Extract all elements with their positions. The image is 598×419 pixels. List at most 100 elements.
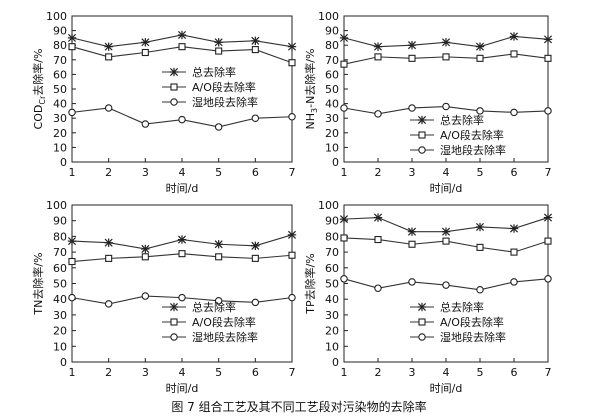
figure-caption: 图 7 组合工艺及其不同工艺段对污染物的去除率: [171, 400, 427, 414]
y-tick-label: 60: [325, 68, 339, 81]
y-axis-title-main: TP去除率/%: [303, 253, 317, 315]
legend-marker-2: [418, 131, 426, 139]
data-point-series-3: [214, 123, 223, 131]
y-tick-label: 30: [53, 112, 67, 125]
x-tick-label: 3: [142, 166, 149, 179]
legend-label-3: 湿地段去除率: [440, 330, 506, 344]
legend-label-3: 湿地段去除率: [192, 95, 258, 109]
data-point-series-1: [177, 235, 187, 244]
data-point-series-2: [215, 47, 223, 55]
legend-label-2: A/O段去除率: [440, 128, 504, 142]
y-axis-title: TN去除率/%: [31, 252, 45, 315]
y-tick-label: 50: [325, 83, 339, 96]
legend-marker-3: [418, 333, 426, 341]
y-tick-label: 70: [53, 246, 67, 259]
data-point-series-1: [373, 213, 383, 222]
x-tick-label: 1: [69, 366, 76, 379]
data-point-series-1: [214, 38, 223, 47]
y-tick-label: 10: [325, 141, 339, 154]
data-point-series-1: [441, 38, 451, 47]
data-point-series-3: [476, 107, 484, 115]
data-point-series-1: [339, 33, 349, 43]
data-point-series-2: [215, 253, 223, 261]
data-point-series-3: [141, 120, 150, 128]
data-point-series-1: [67, 236, 77, 246]
y-tick-label: 20: [325, 127, 339, 140]
data-point-series-3: [214, 297, 223, 305]
y-tick-label: 10: [325, 340, 339, 353]
chart-panel-4: 0 10 20 30 40 50 60 70 80 90 100 1 2 3 4 5 6 7 时间/d TP去除率/%…: [303, 199, 553, 395]
x-tick-label: 7: [545, 166, 552, 179]
data-point-series-3: [374, 110, 382, 118]
data-point-series-2: [68, 257, 76, 266]
y-tick-label: 90: [53, 25, 67, 38]
data-point-series-1: [475, 222, 485, 232]
data-point-series-3: [374, 284, 382, 292]
x-axis-title: 时间/d: [166, 182, 199, 195]
y-tick-label: 0: [60, 356, 67, 369]
y-tick-label: 40: [325, 98, 339, 111]
data-point-series-1: [214, 240, 223, 249]
data-point-series-3: [340, 275, 348, 283]
y-tick-label: 60: [53, 262, 67, 275]
x-tick-label: 5: [477, 166, 484, 179]
y-tick-label: 20: [53, 127, 67, 140]
data-point-series-2: [340, 60, 348, 68]
y-tick-label: 30: [325, 309, 339, 322]
x-tick-label: 6: [252, 366, 259, 379]
data-point-series-2: [442, 53, 450, 61]
x-tick-label: 5: [477, 366, 484, 379]
data-point-series-1: [509, 224, 519, 233]
legend-label-1: 总去除率: [192, 300, 236, 314]
legend-marker-1: [169, 302, 179, 312]
x-tick-label: 5: [215, 366, 222, 379]
data-point-series-1: [509, 32, 519, 41]
legend-label-3: 湿地段去除率: [192, 330, 258, 344]
y-tick-label: 40: [53, 293, 67, 306]
y-tick-label: 50: [325, 278, 339, 291]
y-axis-title-main: COD: [32, 105, 45, 130]
data-point-series-1: [475, 42, 485, 51]
y-tick-label: 80: [325, 230, 339, 243]
legend-label-1: 总去除率: [440, 300, 484, 314]
data-point-series-3: [408, 104, 416, 112]
legend-marker-3: [418, 146, 426, 154]
x-tick-label: 2: [105, 166, 112, 179]
data-point-series-2: [178, 250, 186, 258]
legend-label-1: 总去除率: [440, 113, 484, 127]
y-axis-title-main: NH: [304, 113, 317, 130]
y-axis-title: NH3-N去除率/%: [303, 49, 319, 130]
data-point-series-3: [251, 114, 260, 122]
legend-label-2: A/O段去除率: [192, 315, 256, 329]
x-tick-label: 1: [341, 366, 348, 379]
data-point-series-1: [177, 30, 187, 40]
y-axis-title: TP去除率/%: [303, 253, 317, 315]
data-point-series-2: [288, 251, 296, 259]
data-point-series-2: [68, 43, 76, 51]
data-point-series-2: [476, 54, 484, 62]
x-axis-title: 时间/d: [430, 382, 463, 395]
data-point-series-3: [442, 281, 450, 289]
plot-frame: [71, 204, 293, 363]
data-point-series-1: [407, 41, 417, 50]
data-point-series-2: [340, 234, 348, 242]
legend-marker-1: [169, 67, 179, 77]
y-tick-label: 10: [53, 340, 67, 353]
data-point-series-3: [104, 104, 113, 112]
legend-marker-3: [170, 333, 178, 341]
data-point-series-1: [141, 38, 150, 47]
data-point-series-1: [104, 42, 113, 51]
data-point-series-2: [374, 53, 382, 61]
data-point-series-3: [288, 112, 296, 121]
legend-marker-2: [170, 318, 178, 326]
data-point-series-1: [141, 244, 150, 254]
y-tick-label: 80: [53, 230, 67, 243]
data-point-series-3: [68, 293, 76, 302]
data-point-series-3: [68, 108, 76, 117]
y-tick-label: 80: [325, 39, 339, 52]
y-tick-label: 0: [332, 356, 339, 369]
x-tick-label: 5: [215, 166, 222, 179]
